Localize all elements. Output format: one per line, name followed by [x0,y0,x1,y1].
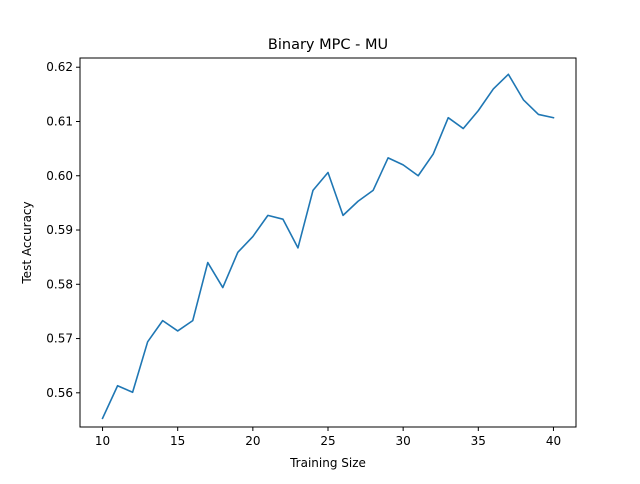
x-tick-label: 20 [245,434,260,448]
y-tick-label: 0.59 [46,223,73,237]
axes-frame [79,57,577,428]
x-tick-label: 30 [396,434,411,448]
y-tick-label: 0.56 [46,386,73,400]
chart-title: Binary MPC - MU [268,37,388,53]
y-tick-label: 0.58 [46,277,73,291]
x-axis-label: Training Size [289,456,366,470]
x-tick-label: 35 [471,434,486,448]
y-tick-label: 0.57 [46,332,73,346]
x-tick-label: 15 [170,434,185,448]
x-tick-label: 10 [95,434,110,448]
y-tick-label: 0.60 [46,169,73,183]
axis-ticks: 10 15 20 25 30 35 40 0.56 0.57 0.58 0.59 0.60 0.61 0.… [46,60,561,448]
series-line-0 [101,73,555,420]
plot-area [101,73,555,420]
y-axis-label: Test Accuracy [20,201,34,284]
y-tick-label: 0.62 [46,60,73,74]
x-tick-label: 40 [546,434,561,448]
y-tick-label: 0.61 [46,114,73,128]
x-tick-label: 25 [320,434,335,448]
